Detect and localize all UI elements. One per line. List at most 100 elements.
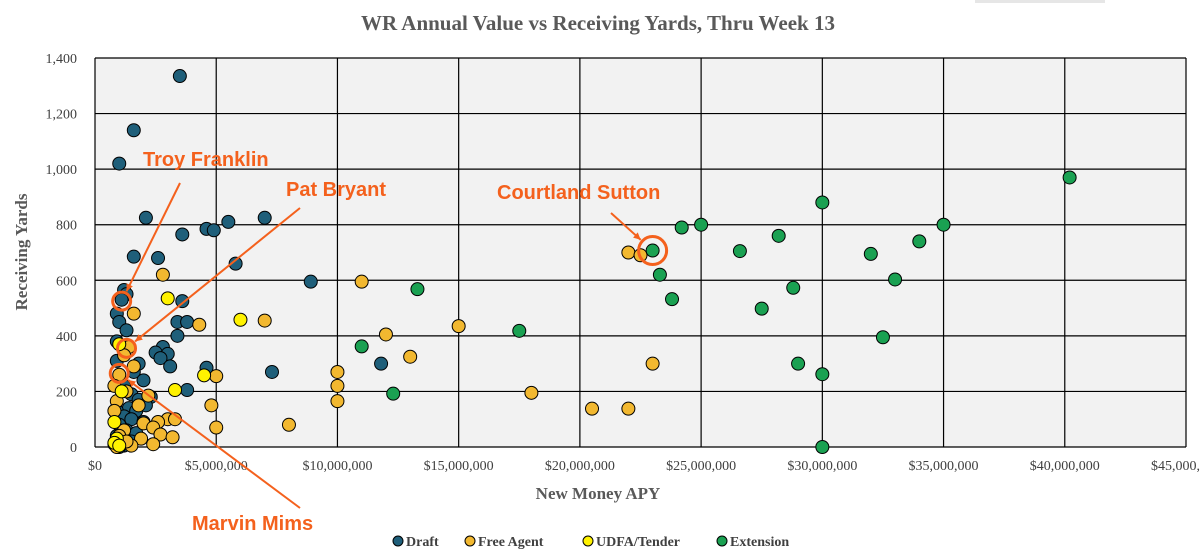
data-point xyxy=(138,210,153,225)
data-point xyxy=(126,359,141,374)
x-tick-labels: $0 $5,000,000 $10,000,000 $15,000,000 $20,00… xyxy=(88,459,1200,474)
data-point xyxy=(180,383,195,398)
data-point xyxy=(585,401,600,416)
data-point xyxy=(815,195,830,210)
data-point xyxy=(153,351,168,366)
annotation-arrowhead xyxy=(633,232,641,240)
data-point xyxy=(912,234,927,249)
data-point xyxy=(172,69,187,84)
legend-marker xyxy=(392,535,404,547)
y-tick-label: 400 xyxy=(56,330,77,345)
data-point xyxy=(204,398,219,413)
data-point xyxy=(791,356,806,371)
data-point xyxy=(264,364,279,379)
data-point xyxy=(114,384,129,399)
data-point xyxy=(209,420,224,435)
annotation-label: Courtland Sutton xyxy=(497,182,660,204)
data-point xyxy=(1062,170,1077,185)
data-point xyxy=(126,249,141,264)
annotation-highlight-ring xyxy=(108,362,130,384)
data-point xyxy=(936,217,951,232)
annotations: Troy Franklin Pat Bryant Courtland Sutton M… xyxy=(108,149,669,535)
y-tick-label: 1,400 xyxy=(46,52,78,67)
data-point xyxy=(303,274,318,289)
data-point xyxy=(621,245,636,260)
legend-label: Extension xyxy=(730,535,789,550)
data-point xyxy=(888,272,903,287)
annotation-arrow xyxy=(127,379,301,509)
data-point xyxy=(451,319,466,334)
data-point xyxy=(228,256,243,271)
data-point xyxy=(786,280,801,295)
data-point xyxy=(136,373,151,388)
x-tick-label: $0 xyxy=(88,459,102,474)
data-point xyxy=(771,228,786,243)
y-tick-label: 200 xyxy=(56,385,77,400)
data-point xyxy=(119,323,134,338)
data-point xyxy=(233,312,248,327)
data-point xyxy=(694,217,709,232)
data-point xyxy=(374,356,389,371)
legend: Draft Free Agent UDFA/Tender Extension xyxy=(392,535,789,550)
data-point xyxy=(815,367,830,382)
x-tick-label: $40,000,000 xyxy=(1030,459,1100,474)
annotation-arrowhead xyxy=(135,334,143,342)
data-point xyxy=(206,223,221,238)
annotation-arrow xyxy=(125,182,181,292)
y-tick-labels: 0 200 400 600 800 1,000 1,200 1,400 xyxy=(46,52,78,456)
legend-label: UDFA/Tender xyxy=(596,535,680,550)
data-point xyxy=(170,328,185,343)
x-tick-label: $10,000,000 xyxy=(302,459,372,474)
y-tick-label: 800 xyxy=(56,219,77,234)
data-point xyxy=(126,123,141,138)
annotation-label: Marvin Mims xyxy=(192,513,313,535)
annotation-highlight-ring xyxy=(111,290,133,312)
series-extension xyxy=(354,170,1077,454)
series-free-agent xyxy=(107,245,660,454)
legend-label: Draft xyxy=(406,535,439,550)
data-point xyxy=(168,383,183,398)
data-point xyxy=(645,356,660,371)
x-tick-label: $15,000,000 xyxy=(424,459,494,474)
data-point xyxy=(410,282,425,297)
data-point xyxy=(192,317,207,332)
legend-marker xyxy=(716,535,728,547)
data-point xyxy=(175,227,190,242)
data-point xyxy=(197,368,212,383)
data-point xyxy=(146,437,161,452)
data-points xyxy=(107,69,1077,454)
y-axis-label: Receiving Yards xyxy=(12,193,31,310)
y-tick-label: 0 xyxy=(70,441,77,456)
data-point xyxy=(875,330,890,345)
y-tick-label: 1,000 xyxy=(46,163,78,178)
x-axis-label: New Money APY xyxy=(536,484,661,503)
y-tick-label: 600 xyxy=(56,274,77,289)
x-tick-label: $35,000,000 xyxy=(909,459,979,474)
data-point xyxy=(126,306,141,321)
x-tick-label: $20,000,000 xyxy=(545,459,615,474)
x-tick-label: $30,000,000 xyxy=(787,459,857,474)
data-point xyxy=(131,398,146,413)
data-point xyxy=(175,294,190,309)
annotation-arrowhead xyxy=(126,283,133,292)
annotation-highlight-ring xyxy=(116,337,138,359)
data-point xyxy=(330,394,345,409)
data-point xyxy=(221,214,236,229)
annotation-arrowhead xyxy=(128,379,136,388)
data-point xyxy=(815,440,830,454)
data-point xyxy=(665,292,680,307)
data-point xyxy=(155,267,170,282)
data-point xyxy=(134,431,149,446)
data-point xyxy=(257,313,272,328)
data-point xyxy=(732,244,747,259)
chart-title: WR Annual Value vs Receiving Yards, Thru… xyxy=(361,11,835,35)
data-point xyxy=(674,220,689,235)
data-point xyxy=(645,243,660,258)
data-point xyxy=(354,339,369,354)
data-point xyxy=(180,314,195,329)
data-point xyxy=(114,292,129,307)
data-point xyxy=(160,291,175,306)
data-point xyxy=(652,267,667,282)
data-point xyxy=(107,414,122,429)
